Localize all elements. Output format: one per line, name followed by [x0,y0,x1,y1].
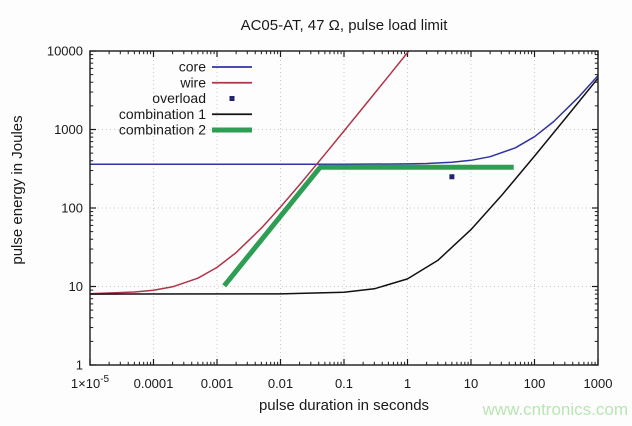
legend-label-core: core [179,59,206,75]
chart-title: AC05-AT, 47 Ω, pulse load limit [241,17,449,34]
plot-frame [89,50,599,366]
tick-label-layer: 1×10-5 0.0001 0.001 0.01 0.1 1 10 100 1000 1 10 100… [47,44,613,392]
x-axis-label: pulse duration in seconds [259,397,429,414]
wire-line [89,50,410,295]
x-tick-label: 0.001 [201,376,234,391]
combination-1-line [89,77,599,295]
overload-marker [449,174,455,180]
y-tick-label: 1000 [54,122,83,137]
x-tick-label: 10 [464,376,478,391]
legend-label-overload: overload [152,90,206,106]
watermark: www.cntronics.com [482,400,628,419]
x-tick-label: 100 [524,376,546,391]
y-axis-label: pulse energy in Joules [9,115,26,264]
y-tick-label: 10 [69,279,83,294]
y-tick-label: 100 [61,201,83,216]
legend-label-combination-1: combination 1 [119,106,206,122]
x-tick-label: 1×10-5 [71,374,110,391]
x-tick-label: 0.1 [335,376,353,391]
x-tick-label: 0.0001 [134,376,174,391]
legend-sample-overload [229,96,235,101]
y-tick-label: 1 [76,358,83,373]
series-layer [89,50,599,295]
legend-label-wire: wire [179,74,206,90]
x-tick-label: 1000 [584,376,613,391]
combination-2-line [222,164,514,288]
legend-label-combination-2: combination 2 [119,122,206,138]
x-tick-label: 1 [404,376,411,391]
core-line [90,75,599,166]
x-tick-label: 0.01 [268,376,293,391]
y-tick-label: 10000 [47,44,83,59]
